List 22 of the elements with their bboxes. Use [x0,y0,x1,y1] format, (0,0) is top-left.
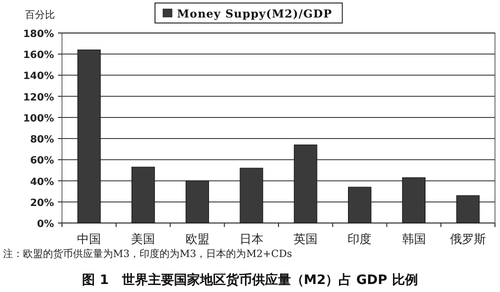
x-tick-label: 美国 [131,232,156,246]
y-tick-label: 180% [23,29,54,40]
x-tick-label: 韩国 [402,232,426,246]
y-tick-label: 40% [30,176,54,188]
x-tick-label: 俄罗斯 [450,232,486,246]
x-tick-label: 日本 [239,232,264,246]
x-tick-label: 印度 [348,232,372,246]
y-axis-title: 百分比 [25,9,55,21]
x-tick-label: 欧盟 [185,232,210,246]
text: 注：欧盟的货币供应量为M3，印度的为M3，日本的为M2+CDs [3,248,292,260]
y-tick-label: 60% [30,156,54,167]
text: 图 1 世界主要国家地区货币供应量（M2）占 GDP 比例 [82,272,418,288]
x-tick-label: 英国 [294,232,318,246]
y-tick-label: 20% [30,198,54,209]
y-tick-label: 100% [23,113,54,124]
y-tick-label: 140% [23,71,54,82]
y-tick-label: 160% [23,50,54,62]
y-tick-label: 0% [37,219,54,230]
y-tick-label: 80% [30,134,54,146]
y-tick-label: 120% [23,92,54,104]
x-tick-label: 中国 [77,232,102,246]
legend-label: Money Suppy(M2)/GDP [177,8,332,20]
